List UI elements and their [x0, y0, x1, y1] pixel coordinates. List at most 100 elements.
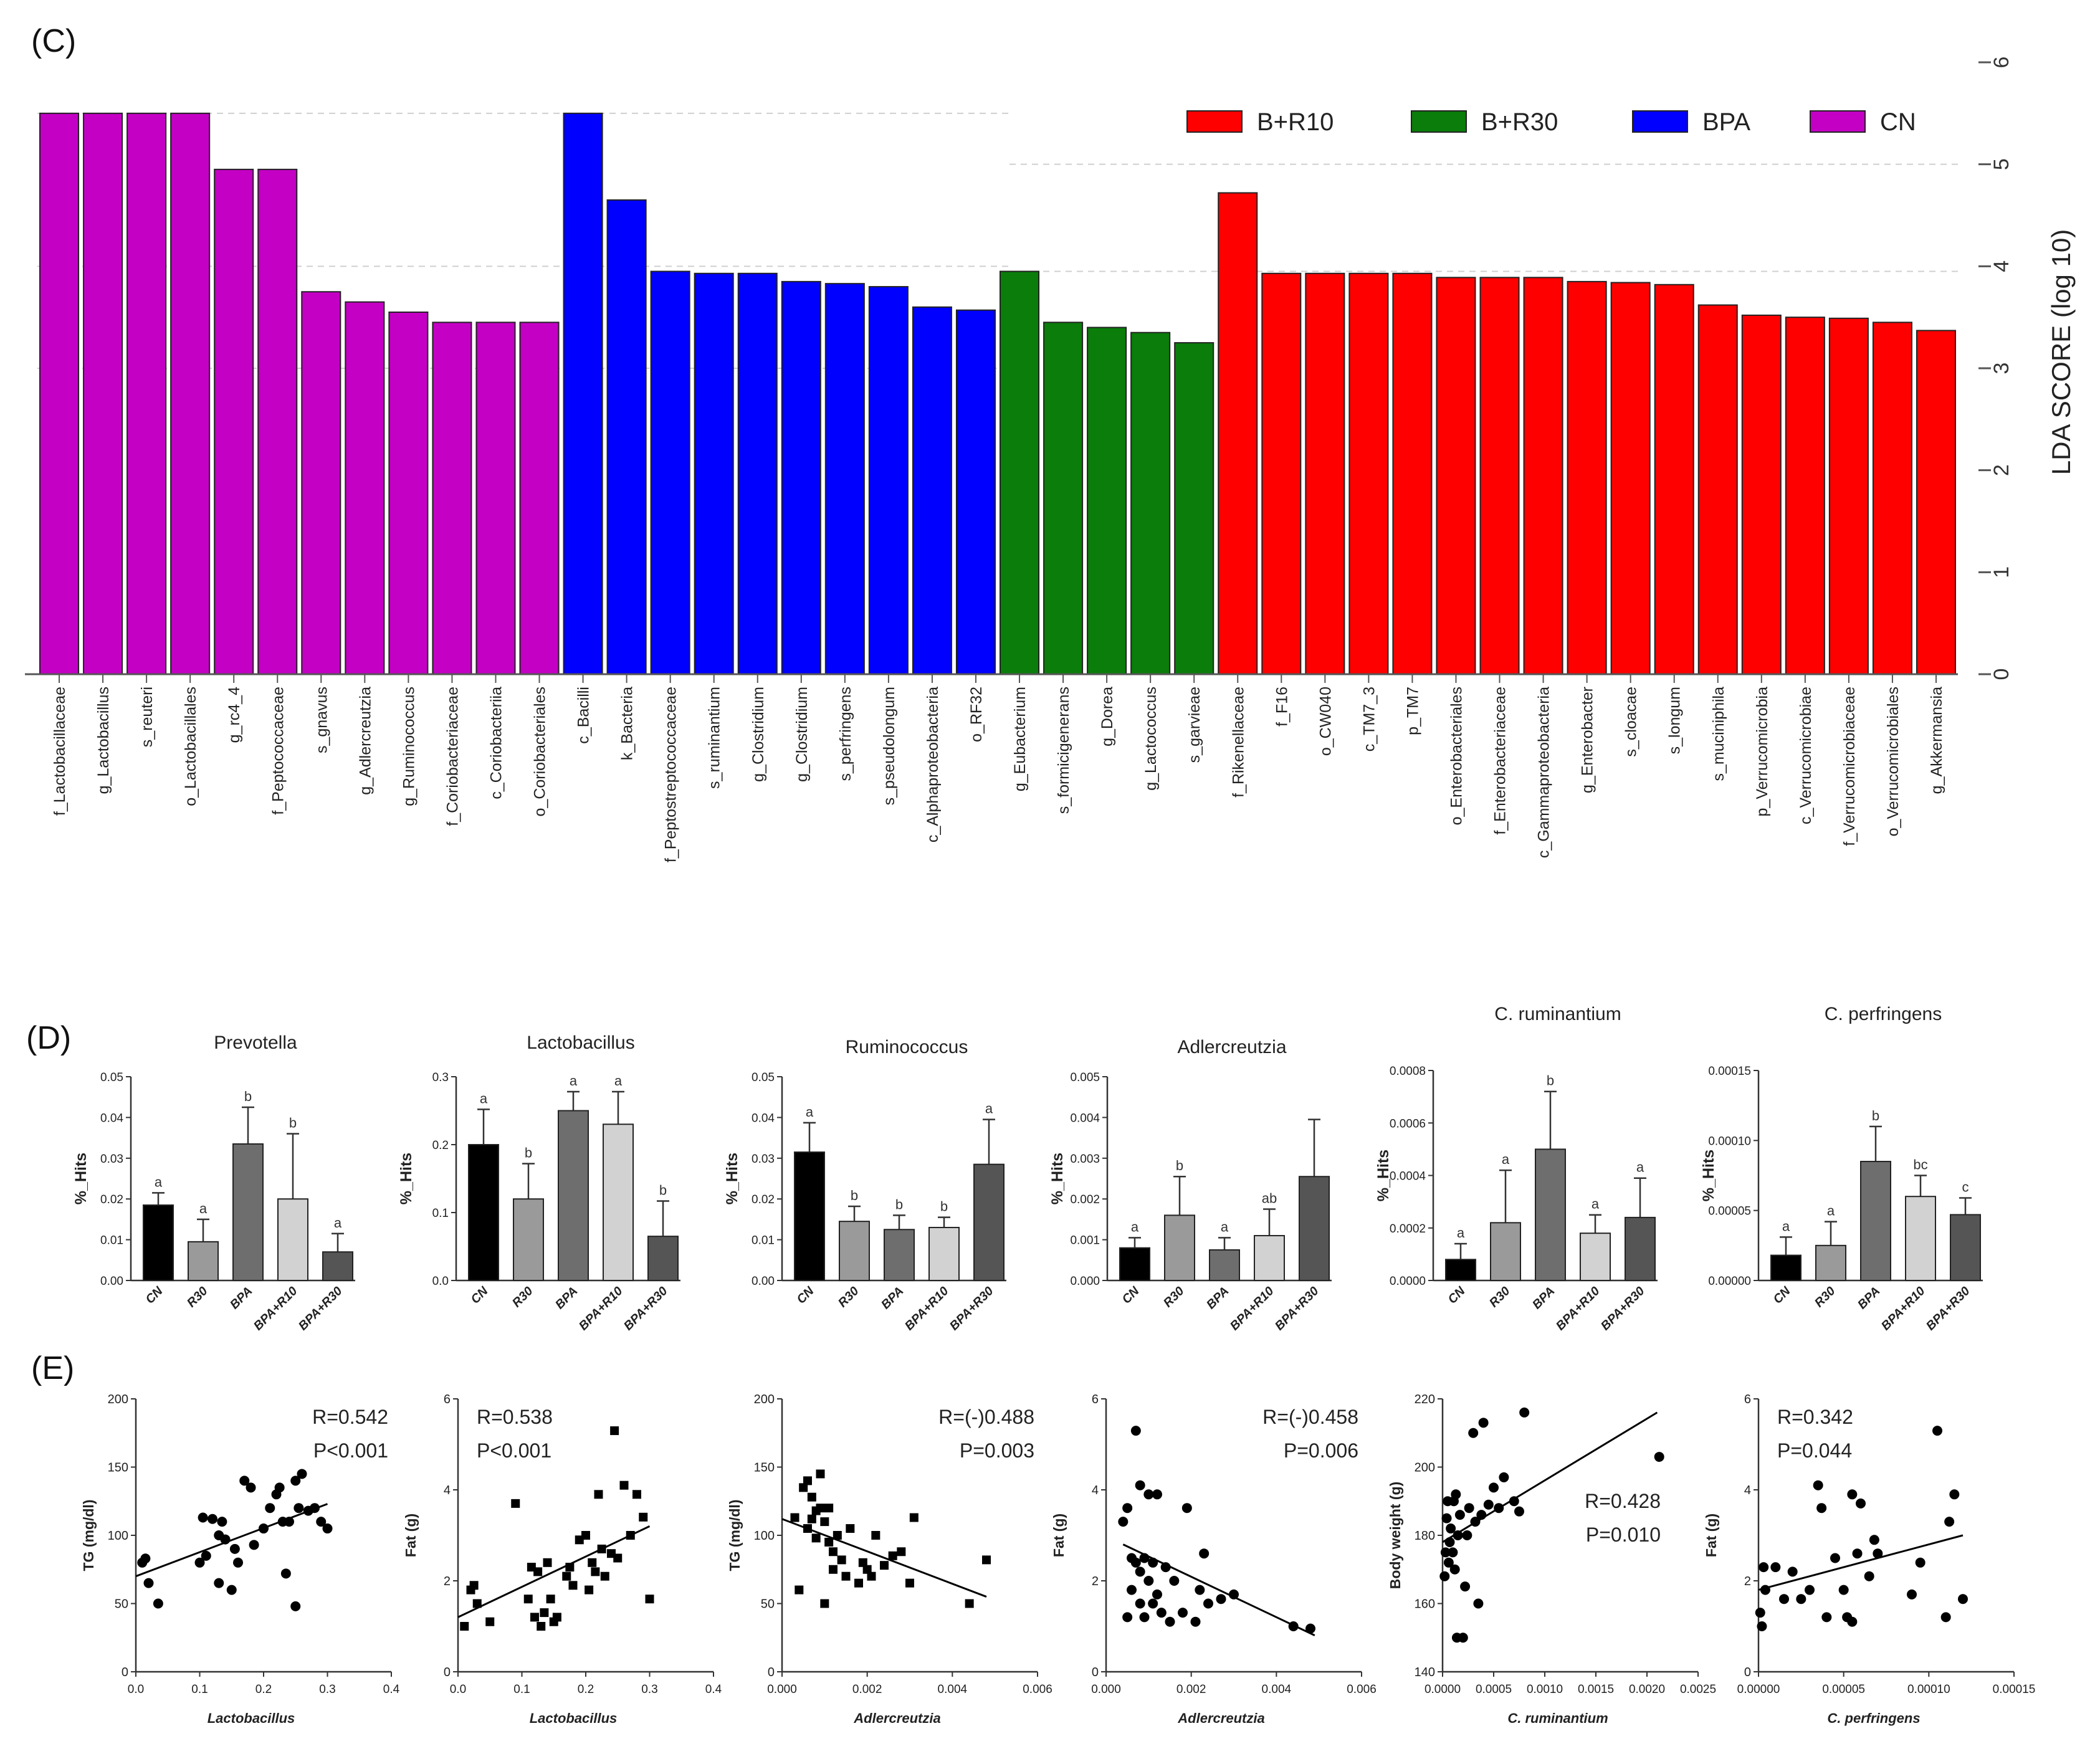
- category-label: g_Clostridium: [750, 687, 767, 782]
- category-label: s_garvieae: [1186, 687, 1203, 763]
- category-label: c_Coriobacteriia: [487, 687, 505, 799]
- data-point: [1944, 1517, 1955, 1527]
- data-point: [472, 1599, 482, 1608]
- lda-bar: [563, 112, 603, 675]
- data-point: [1869, 1535, 1879, 1545]
- data-point: [1838, 1585, 1849, 1595]
- y-tick-label: 3: [1990, 363, 2013, 374]
- category-label: o_Enterobacteriales: [1448, 687, 1465, 825]
- category-label: o_Lactobacillales: [182, 687, 199, 806]
- data-point: [1478, 1418, 1489, 1428]
- category-label: g_Enterobacter: [1579, 687, 1596, 793]
- data-point: [862, 1565, 872, 1574]
- lda-bar: [1436, 277, 1476, 675]
- scatter-chart: 0 2 4 6 0.0 0.1 0.2 0.3 0.4 Lactobacillus Fat (g) R…: [403, 1393, 722, 1726]
- data-point: [897, 1547, 906, 1557]
- x-tick-label: 0.004: [1262, 1683, 1292, 1696]
- significance-letter: b: [851, 1188, 858, 1203]
- data-point: [1796, 1594, 1806, 1604]
- y-tick-label: 200: [754, 1393, 775, 1406]
- data-point: [854, 1578, 863, 1588]
- significance-letter: a: [806, 1104, 814, 1120]
- bar: [1860, 1161, 1891, 1281]
- x-tick-label: 0.00000: [1737, 1683, 1780, 1696]
- category-label: p_TM7: [1404, 687, 1421, 735]
- data-point: [824, 1537, 834, 1547]
- data-point: [591, 1567, 600, 1576]
- data-point: [1449, 1564, 1460, 1575]
- data-point: [1460, 1581, 1471, 1592]
- scatter-chart: 0 2 4 6 0.000 0.002 0.004 0.006 Adlercreutzia Fat…: [1051, 1393, 1377, 1726]
- data-point: [1462, 1530, 1472, 1540]
- category-label: g_Adlercreutzia: [356, 687, 374, 795]
- category-label: f_Verrucomicrobiaceae: [1841, 687, 1858, 846]
- y-tick-label: 2: [444, 1575, 451, 1588]
- x-tick-label: 0.2: [255, 1683, 272, 1696]
- regression-line: [457, 1525, 651, 1618]
- data-point: [905, 1578, 914, 1588]
- lda-bar: [694, 272, 734, 675]
- chart-title: Ruminococcus: [846, 1037, 968, 1057]
- y-tick-label: 4: [1092, 1484, 1099, 1497]
- data-point: [824, 1504, 834, 1513]
- data-point: [1135, 1566, 1145, 1577]
- legend-swatch: [1411, 110, 1467, 133]
- category-label: s_muciniphila: [1710, 687, 1727, 781]
- data-point: [811, 1533, 821, 1543]
- category-label: R30: [1487, 1284, 1513, 1310]
- y-tick-label: 140: [1415, 1666, 1435, 1679]
- significance-letter: a: [1457, 1225, 1465, 1241]
- lda-bar: [1130, 331, 1171, 675]
- category-label: f_Lactobacillaceae: [51, 687, 69, 816]
- x-tick-label: 0.1: [513, 1683, 530, 1696]
- category-label: s_reuteri: [138, 687, 156, 747]
- bar: [928, 1226, 960, 1281]
- bar: [1254, 1235, 1285, 1282]
- data-point: [790, 1513, 799, 1522]
- lda-bar: [650, 270, 690, 675]
- bar: [232, 1143, 264, 1282]
- y-axis-label: Fat (g): [1051, 1514, 1067, 1557]
- data-point: [841, 1571, 851, 1581]
- data-point: [1122, 1612, 1133, 1623]
- data-point: [1448, 1547, 1458, 1558]
- significance-letter: a: [155, 1174, 163, 1190]
- lda-bar: [170, 112, 211, 675]
- y-tick-label: 0.04: [752, 1112, 775, 1125]
- x-tick-label: 0.0025: [1680, 1683, 1716, 1696]
- bar: [558, 1110, 589, 1281]
- stat-annotation: P=0.006: [1284, 1439, 1358, 1462]
- category-label: R30: [510, 1284, 536, 1310]
- significance-letter: a: [1221, 1219, 1229, 1234]
- lda-bar: [1872, 322, 1912, 675]
- data-point: [1178, 1608, 1188, 1618]
- y-axis-label: %_Hits: [723, 1153, 741, 1204]
- y-tick-label: 6: [444, 1393, 451, 1406]
- category-label: BPA+R10: [576, 1284, 626, 1333]
- category-label: CN: [1771, 1284, 1793, 1307]
- legend-swatch: [1632, 110, 1688, 133]
- lda-bar: [1392, 272, 1433, 675]
- data-point: [1169, 1576, 1180, 1586]
- chart-title: Prevotella: [214, 1032, 297, 1053]
- data-point: [290, 1476, 301, 1486]
- y-axis-label: Fat (g): [1703, 1514, 1719, 1557]
- x-tick-label: 0.00015: [1993, 1683, 2036, 1696]
- data-point: [816, 1469, 825, 1479]
- lda-bar: [955, 309, 996, 675]
- y-tick-label: 0.004: [1070, 1112, 1100, 1125]
- y-axis-label: %_Hits: [1049, 1153, 1066, 1204]
- data-point: [1156, 1608, 1167, 1618]
- y-tick-label: 0.0002: [1390, 1223, 1426, 1236]
- significance-letter: a: [570, 1073, 578, 1089]
- data-point: [1203, 1598, 1213, 1609]
- data-point: [880, 1561, 889, 1570]
- category-label: CN: [1120, 1284, 1142, 1307]
- category-label: g_Dorea: [1099, 687, 1116, 746]
- data-point: [965, 1599, 974, 1608]
- y-axis-label: Body weight (g): [1387, 1482, 1403, 1589]
- regression-line: [135, 1503, 328, 1578]
- significance-letter: b: [659, 1182, 667, 1198]
